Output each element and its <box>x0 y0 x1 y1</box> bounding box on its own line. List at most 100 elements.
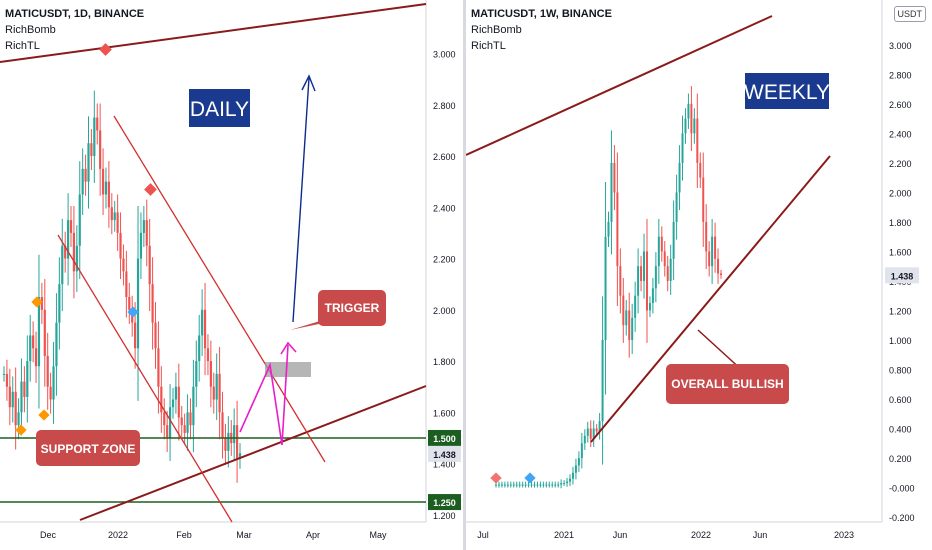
daily-chart-panel[interactable]: 3.000 2.800 2.600 2.400 2.200 2.000 1.800 1.600… <box>0 0 466 550</box>
candle-body <box>104 181 108 195</box>
daily-indicator-richtl[interactable]: RichTL <box>5 40 40 52</box>
candle-body <box>563 483 566 485</box>
candle-body <box>554 484 557 486</box>
candle-body <box>598 421 601 432</box>
candle-body <box>32 335 35 349</box>
trigger-zone-box[interactable] <box>265 362 311 377</box>
daily-chart-canvas[interactable]: 3.000 2.800 2.600 2.400 2.200 2.000 1.800 1.600… <box>0 0 466 550</box>
candle-body <box>84 168 87 182</box>
orange-signal-marker[interactable] <box>31 296 43 308</box>
candle-body <box>648 303 651 311</box>
candle-body <box>678 162 681 193</box>
price-tick-label: -0.000 <box>889 484 915 494</box>
weekly-title-box <box>745 73 829 109</box>
candle-body <box>139 232 143 259</box>
candle-body <box>90 143 93 157</box>
daily-symbol-title: MATICUSDT, 1D, BINANCE <box>5 8 145 20</box>
trigger-callout-box[interactable] <box>318 290 386 326</box>
candle-body <box>545 484 548 486</box>
weekly-chart-canvas[interactable]: 3.000 2.800 2.600 2.400 2.200 2.000 1.800 1.600… <box>466 0 932 550</box>
candle-body <box>595 428 598 432</box>
wedge-lower-line[interactable] <box>57 234 233 523</box>
candle-body <box>134 322 137 349</box>
daily-indicator-richbomb[interactable]: RichBomb <box>5 24 56 36</box>
currency-badge[interactable]: USDT <box>893 6 926 22</box>
candle-body <box>221 412 224 438</box>
candle-body <box>195 361 198 387</box>
candle-body <box>2 373 6 375</box>
sell-signal-marker[interactable] <box>144 183 157 196</box>
candle-body <box>521 484 524 486</box>
price-tick-label: 0.200 <box>889 454 912 464</box>
weekly-price-tag-box <box>885 267 919 284</box>
weekly-indicator-richtl[interactable]: RichTL <box>471 40 506 52</box>
candle-body <box>580 443 583 459</box>
panel-splitter[interactable] <box>463 0 468 550</box>
candle-body <box>78 194 81 246</box>
candle-body <box>125 271 128 298</box>
candle-body <box>613 162 616 193</box>
candle-body <box>69 220 73 233</box>
wedge-upper-line[interactable] <box>113 115 326 463</box>
orange-signal-marker[interactable] <box>38 409 50 421</box>
candle-body <box>634 295 637 318</box>
time-tick-label: Dec <box>40 530 57 540</box>
candle-body <box>509 484 512 486</box>
candle-body <box>663 251 666 267</box>
candles-group <box>2 90 242 483</box>
candle-body <box>29 335 32 362</box>
projected-path-arrow[interactable] <box>239 344 289 446</box>
candle-body <box>515 484 518 486</box>
buy-signal-marker[interactable] <box>127 306 139 318</box>
candle-body <box>23 381 26 397</box>
candle-body <box>714 236 717 259</box>
candle-body <box>224 437 227 451</box>
candle-body <box>183 425 186 433</box>
candle-body <box>643 251 646 281</box>
candle-body <box>72 232 76 272</box>
weekly-channel-top-line[interactable] <box>466 15 773 156</box>
candle-body <box>198 335 201 362</box>
weekly-chart-panel[interactable]: 3.000 2.800 2.600 2.400 2.200 2.000 1.800 1.600… <box>466 0 932 550</box>
trigger-label: TRIGGER <box>325 301 380 315</box>
candle-body <box>43 309 46 356</box>
target-arrow[interactable] <box>292 77 310 323</box>
sell-signal-marker[interactable] <box>490 472 502 484</box>
weekly-support-trendline[interactable] <box>590 155 831 443</box>
candle-body <box>500 484 503 486</box>
daily-title-text: DAILY <box>190 98 249 121</box>
candle-body <box>660 236 663 252</box>
time-tick-label: 2023 <box>834 530 854 540</box>
candle-body <box>52 366 55 400</box>
candle-body <box>625 310 628 326</box>
channel-bottom-line[interactable] <box>79 385 427 521</box>
candle-body <box>495 484 497 486</box>
price-tick-label: 2.600 <box>889 100 912 110</box>
candle-body <box>14 391 17 426</box>
candle-body <box>589 428 592 439</box>
time-tick-label: Feb <box>176 530 192 540</box>
candle-body <box>55 322 58 367</box>
candle-body <box>66 220 70 259</box>
orange-signal-marker[interactable] <box>15 424 27 436</box>
price-tick-label: 2.400 <box>889 129 912 139</box>
candle-body <box>186 412 189 433</box>
weekly-indicator-richbomb[interactable]: RichBomb <box>471 24 522 36</box>
candle-body <box>702 177 705 222</box>
price-tick-label: 1.000 <box>889 336 912 346</box>
candle-body <box>690 103 693 134</box>
time-tick-label: May <box>369 530 387 540</box>
bullish-callout-box[interactable] <box>666 364 789 404</box>
price-tick-label: 1.800 <box>889 218 912 228</box>
candle-body <box>154 322 157 349</box>
candle-body <box>604 236 607 340</box>
time-tick-label: Apr <box>306 530 320 540</box>
price-tick-label: 0.800 <box>889 365 912 375</box>
candle-body <box>160 386 163 413</box>
price-tag-current-box <box>428 445 461 462</box>
daily-title-box <box>189 89 250 127</box>
candle-body <box>168 407 172 438</box>
support-zone-callout[interactable] <box>36 430 140 466</box>
candle-body <box>717 258 720 274</box>
channel-top-line[interactable] <box>0 3 427 63</box>
